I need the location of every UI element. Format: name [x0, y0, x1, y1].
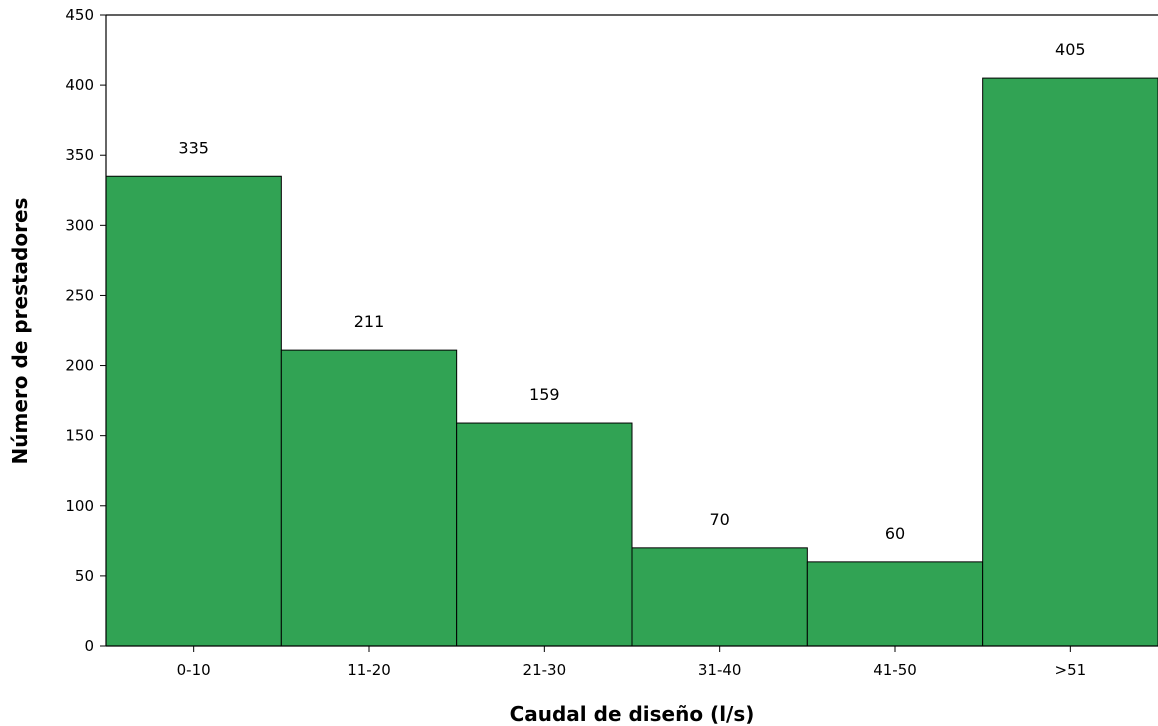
- bar-5: [806, 561, 984, 647]
- x-tick-label: 21-30: [523, 661, 567, 679]
- bar-value-label: 159: [529, 385, 560, 404]
- bars-group: [105, 77, 1158, 647]
- y-tick-label: 200: [65, 357, 94, 375]
- bar-3: [456, 422, 633, 647]
- x-tick-label: 31-40: [698, 661, 742, 679]
- y-tick-label: 450: [65, 6, 94, 24]
- bar-4: [631, 547, 808, 647]
- bar-value-label: 70: [709, 510, 729, 529]
- bar-value-label: 405: [1055, 40, 1086, 59]
- x-ticks-group: 0-10 11-20 21-30 31-40 41-50 >51: [177, 646, 1087, 679]
- bar-6: [982, 77, 1158, 647]
- axes-group: [105, 14, 1158, 647]
- x-tick-label: 0-10: [177, 661, 211, 679]
- y-tick-label: 300: [65, 216, 94, 234]
- y-tick-label: 350: [65, 146, 94, 164]
- x-tick-label: 41-50: [873, 661, 917, 679]
- x-axis-title: Caudal de diseño (l/s): [510, 702, 755, 726]
- y-tick-label: 150: [65, 427, 94, 445]
- x-tick-label: >51: [1055, 661, 1087, 679]
- bar-1: [105, 175, 282, 647]
- y-ticks-group: 0 50 100 150 200 250 300 350 400 450: [65, 6, 106, 655]
- y-tick-label: 400: [65, 76, 94, 94]
- y-tick-label: 0: [84, 637, 94, 655]
- y-tick-label: 50: [75, 567, 94, 585]
- y-axis-title: Número de prestadores: [8, 198, 32, 465]
- y-tick-label: 100: [65, 497, 94, 515]
- bar-value-label: 60: [885, 524, 905, 543]
- bar-value-label: 211: [354, 312, 385, 331]
- bar-2: [280, 349, 458, 647]
- x-tick-label: 11-20: [347, 661, 391, 679]
- y-tick-label: 250: [65, 286, 94, 304]
- bar-value-label: 335: [178, 138, 209, 157]
- bar-labels-group: 335 211 159 70 60 405: [178, 40, 1085, 543]
